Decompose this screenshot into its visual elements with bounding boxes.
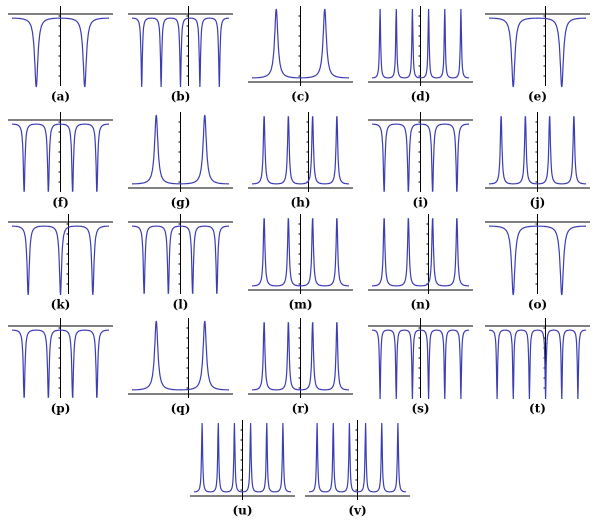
panel-label: (e) — [528, 90, 547, 104]
panel: (e) — [485, 6, 590, 104]
panel-label: (q) — [171, 402, 191, 416]
panel-label: (r) — [292, 402, 310, 416]
panel-label: (a) — [51, 90, 70, 104]
curve — [252, 117, 349, 184]
panel: (k) — [8, 214, 113, 312]
panel: (g) — [128, 112, 233, 210]
panel-label: (c) — [291, 90, 310, 104]
panel-label: (v) — [348, 504, 366, 518]
panel-label: (p) — [51, 402, 71, 416]
panel: (u) — [190, 420, 295, 518]
panel: (c) — [248, 6, 353, 104]
panel-label: (u) — [232, 504, 252, 518]
panel: (t) — [485, 318, 590, 416]
curve — [132, 321, 229, 390]
panel: (q) — [128, 318, 233, 416]
panel-label: (o) — [528, 298, 547, 312]
panel: (l) — [128, 214, 233, 312]
panel: (p) — [8, 318, 113, 416]
panel: (f) — [8, 112, 113, 210]
curve — [372, 219, 469, 286]
panel-label: (d) — [411, 90, 431, 104]
panel-label: (l) — [173, 298, 189, 312]
curve — [489, 18, 586, 87]
panel: (h) — [248, 112, 353, 210]
panel: (b) — [128, 6, 233, 104]
panel: (j) — [485, 112, 590, 210]
panel-label: (b) — [171, 90, 191, 104]
curve — [489, 330, 586, 399]
panel-label: (n) — [410, 298, 430, 312]
panel: (i) — [368, 112, 473, 210]
panel-label: (m) — [288, 298, 312, 312]
panel: (d) — [368, 6, 473, 104]
panel-label: (j) — [530, 196, 546, 210]
panel: (a) — [8, 6, 113, 104]
panel: (r) — [248, 318, 353, 416]
panel: (s) — [368, 318, 473, 416]
panel: (v) — [305, 420, 410, 518]
curve — [132, 18, 229, 87]
panel: (n) — [368, 214, 473, 312]
curve — [12, 226, 109, 295]
panel-label: (h) — [290, 196, 310, 210]
panel-label: (s) — [411, 402, 429, 416]
panel-label: (i) — [413, 196, 429, 210]
panel: (o) — [485, 214, 590, 312]
panel-label: (f) — [52, 196, 69, 210]
panel-label: (g) — [171, 196, 191, 210]
panel-label: (t) — [529, 402, 546, 416]
panel-label: (k) — [51, 298, 71, 312]
figure: (a) (b) (c) (d) (e) (f) (g) (h) (i) (j) (k) (l) (m) (… — [0, 0, 609, 520]
panel: (m) — [248, 214, 353, 312]
